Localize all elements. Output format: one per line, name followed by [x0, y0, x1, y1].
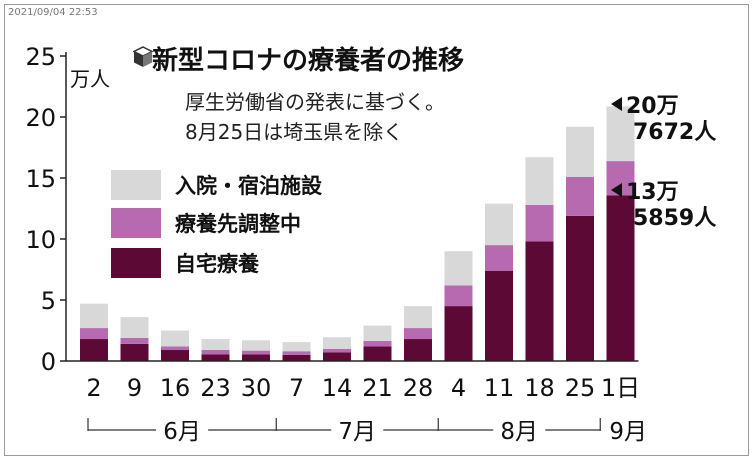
bar-segment — [120, 343, 149, 361]
month-label: 8月 — [500, 419, 538, 445]
bar-segment — [566, 126, 594, 177]
bar-segment — [323, 337, 351, 349]
bar-segment — [323, 348, 351, 353]
bar-segment — [444, 285, 473, 307]
x-tick-label: 4 — [451, 374, 466, 402]
x-tick-label: 11 — [484, 374, 515, 402]
bar-segment — [363, 346, 392, 361]
x-tick-label: 16 — [160, 374, 191, 402]
callout-total-line2: 7672人 — [633, 120, 717, 145]
legend-swatch-hospital — [111, 170, 161, 200]
callout-total-line1: 20万 — [626, 94, 679, 119]
y-tick-label: 20 — [25, 104, 56, 132]
bar-segment — [525, 241, 554, 361]
month-label-bg — [156, 414, 209, 446]
bar-segment — [566, 176, 594, 216]
subtitle-line-1: 厚生労働省の発表に基づく。 — [185, 90, 445, 114]
bar-segment — [80, 339, 108, 361]
y-tick-label: 10 — [25, 226, 56, 254]
month-label-bg — [331, 414, 384, 446]
arrow-left-icon — [611, 97, 622, 111]
bar-segment — [242, 350, 270, 355]
bar-segment — [242, 340, 270, 351]
y-tick-label: 5 — [41, 287, 56, 315]
bar-segment — [161, 346, 189, 351]
month-label-bg — [493, 414, 546, 446]
legend-swatch-adjusting — [111, 208, 161, 238]
y-axis-unit: 万人 — [70, 67, 110, 91]
bar-segment — [201, 350, 230, 355]
callout-home-line1: 13万 — [626, 180, 679, 205]
bar-segment — [80, 303, 108, 329]
legend-item-hospital: 入院・宿泊施設 — [111, 170, 322, 200]
x-tick-label: 2 — [86, 374, 101, 402]
bar-segment — [404, 306, 432, 329]
chart-title: 新型コロナの療養者の推移 — [152, 46, 465, 76]
y-tick-label: 15 — [25, 165, 56, 193]
x-tick-label: 25 — [565, 374, 596, 402]
bar-segment — [525, 204, 554, 242]
x-tick-label: 30 — [241, 374, 272, 402]
legend-swatch-home — [111, 248, 161, 278]
bar-segment — [606, 106, 635, 162]
cube-icon — [133, 46, 153, 67]
x-tick-label: 9 — [127, 374, 142, 402]
subtitle-line-2: 8月25日は埼玉県を除く — [185, 120, 404, 144]
bar-segment — [525, 157, 554, 205]
bar-segment — [485, 270, 513, 361]
x-tick-label: 1日 — [601, 374, 640, 402]
legend-item-adjusting: 療養先調整中 — [111, 208, 301, 238]
y-tick-label: 25 — [25, 43, 56, 71]
bar-segment — [201, 354, 230, 361]
x-tick-label: 21 — [362, 374, 393, 402]
month-label: 9月 — [609, 419, 647, 445]
bar-segment — [242, 354, 270, 361]
x-tick-label: 18 — [524, 374, 555, 402]
x-tick-label: 7 — [289, 374, 304, 402]
x-tick-label: 28 — [403, 374, 434, 402]
callout-total: 20万 7672人 — [611, 94, 716, 146]
x-tick-label: 23 — [200, 374, 231, 402]
bar-segment — [201, 339, 230, 351]
bar-segment — [282, 351, 311, 355]
x-tick-label: 14 — [322, 374, 353, 402]
bar-segment — [363, 340, 392, 347]
bar-segment — [606, 195, 635, 361]
month-label: 7月 — [338, 419, 376, 445]
y-tick-label: 0 — [41, 348, 56, 376]
legend-item-home: 自宅療養 — [111, 248, 259, 278]
bar-segment — [485, 203, 513, 246]
bar-segment — [161, 350, 189, 361]
bar-segment — [80, 328, 108, 340]
bar-segment — [444, 251, 473, 286]
bar-segment — [566, 215, 594, 361]
legend-label-home: 自宅療養 — [175, 252, 259, 276]
bar-segment — [323, 352, 351, 361]
month-label: 6月 — [163, 419, 201, 445]
bar-segment — [282, 342, 311, 352]
chart-frame — [4, 4, 749, 456]
legend-label-hospital: 入院・宿泊施設 — [175, 174, 322, 198]
arrow-left-icon — [611, 183, 622, 197]
bar-segment — [444, 306, 473, 361]
bar-segment — [485, 245, 513, 271]
bar-segment — [120, 317, 149, 338]
callout-home-line2: 5859人 — [633, 206, 717, 231]
timestamp: 2021/09/04 22:53 — [8, 7, 98, 18]
bar-segment — [282, 354, 311, 361]
bar-segment — [161, 330, 189, 347]
bar-segment — [404, 339, 432, 361]
bar-segment — [120, 337, 149, 344]
bar-segment — [363, 325, 392, 341]
callout-home: 13万 5859人 — [611, 180, 716, 232]
bar-segment — [404, 328, 432, 340]
legend-label-adjusting: 療養先調整中 — [175, 212, 301, 236]
